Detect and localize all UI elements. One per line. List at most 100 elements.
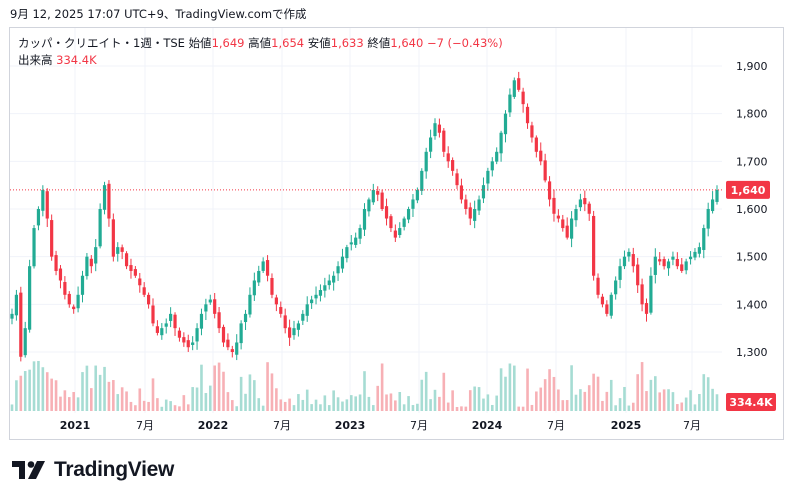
volume-bar: [59, 396, 62, 411]
candle-body: [32, 228, 36, 267]
volume-bar: [345, 399, 349, 411]
volume-bar: [689, 390, 692, 411]
volume-bar: [178, 406, 181, 411]
volume-bar: [596, 376, 600, 411]
candle-body: [592, 215, 596, 276]
candle-body: [512, 80, 516, 97]
candle-body: [89, 258, 93, 267]
volume-bars: [10, 360, 719, 411]
candle-body: [473, 209, 477, 221]
volume-bar: [543, 379, 547, 411]
volume-bar: [37, 360, 40, 411]
volume-bar: [662, 389, 666, 411]
volume-bar: [275, 388, 278, 411]
volume-bar: [372, 405, 375, 411]
candle-body: [481, 185, 486, 199]
candle-body: [622, 256, 627, 267]
price-tick-label: 1,800: [736, 108, 768, 121]
volume-bar: [156, 398, 159, 411]
volume-bar: [90, 388, 93, 411]
candle-body: [499, 132, 503, 154]
candle-body: [191, 342, 195, 345]
volume-bar: [420, 379, 424, 411]
candle-body: [503, 113, 508, 135]
candle-body: [274, 297, 278, 305]
candle-body: [151, 305, 155, 324]
candle-body: [680, 264, 684, 271]
volume-bar: [349, 395, 353, 411]
candle-body: [177, 330, 182, 338]
volume-bar: [407, 396, 410, 411]
volume-bar: [438, 396, 441, 411]
volume-bar: [486, 394, 490, 411]
time-tick-label: 7月: [683, 419, 701, 432]
candle-body: [411, 199, 415, 209]
candle-body: [124, 253, 129, 267]
price-tick-label: 1,400: [736, 298, 768, 311]
volume-bar: [667, 389, 670, 411]
volume-label: 出来高: [18, 53, 53, 67]
candle-body: [226, 339, 230, 348]
time-tick-label: 2021: [60, 419, 91, 432]
volume-bar: [552, 376, 556, 411]
candle-body: [415, 189, 419, 201]
candle-body: [508, 94, 512, 113]
volume-bar: [226, 392, 230, 411]
volume-bar: [711, 388, 714, 411]
candle-body: [296, 323, 301, 330]
volume-bar: [429, 399, 432, 411]
volume-bar: [314, 399, 318, 411]
candle-body: [587, 203, 591, 214]
candle-body: [58, 268, 63, 281]
volume-bar: [195, 387, 199, 411]
candle-body: [640, 284, 644, 305]
volume-bar: [385, 394, 388, 411]
volume-bar: [98, 374, 102, 411]
volume-bar: [327, 405, 331, 411]
candle-body: [565, 225, 569, 238]
volume-bar: [402, 404, 406, 411]
volume-bar: [319, 404, 322, 411]
candle-body: [389, 216, 393, 229]
close-value: 1,640: [390, 36, 424, 50]
candle-body: [376, 191, 380, 195]
candle-body: [367, 199, 371, 212]
candle-body: [54, 255, 58, 271]
open-value: 1,649: [211, 36, 245, 50]
price-tick-label: 1,300: [736, 346, 768, 359]
candle-body: [442, 130, 446, 152]
last-price-tag: [726, 180, 770, 199]
volume-bar: [614, 405, 617, 411]
candle-body: [649, 275, 653, 313]
volume-bar: [504, 376, 507, 411]
volume-bar: [358, 394, 362, 411]
volume-bar: [288, 398, 291, 411]
candle-body: [688, 256, 693, 260]
low-value: 1,633: [330, 36, 364, 50]
volume-bar: [213, 365, 216, 411]
volume-bar: [10, 404, 14, 411]
candle-body: [336, 266, 340, 274]
volume-bar: [173, 405, 177, 411]
candle-body: [111, 219, 115, 257]
volume-bar: [67, 397, 71, 411]
tradingview-brand: TradingView: [54, 458, 175, 481]
open-label: 始値: [188, 36, 212, 50]
candle-body: [437, 124, 442, 133]
volume-bar: [54, 380, 58, 411]
symbol-info[interactable]: カッパ・クリエイト・1週・TSE: [18, 36, 185, 50]
volume-bar: [200, 364, 203, 411]
candle-body: [578, 199, 583, 208]
tradingview-footer[interactable]: TradingView: [12, 458, 174, 482]
volume-bar: [521, 406, 525, 411]
volume-bar: [631, 402, 635, 411]
price-tick-label: 1,700: [736, 155, 768, 168]
candle-body: [406, 209, 411, 220]
volume-bar: [526, 368, 529, 411]
candle-body: [279, 307, 283, 314]
volume-bar: [424, 371, 428, 411]
candle-body: [67, 293, 71, 305]
close-label: 終値: [367, 36, 391, 50]
volume-bar: [283, 401, 287, 411]
